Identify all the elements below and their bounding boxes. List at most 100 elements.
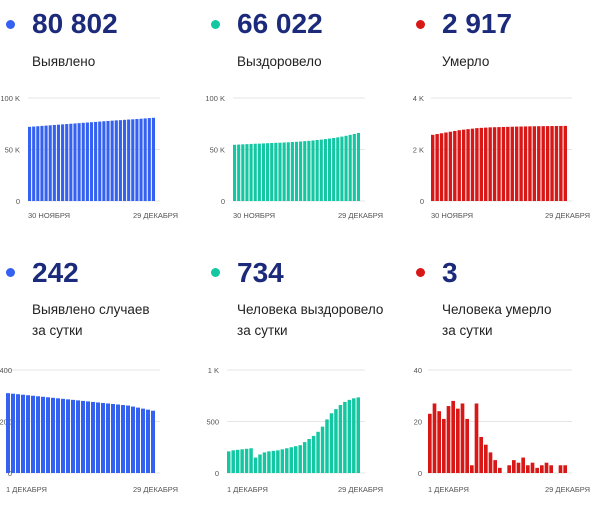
bar [507,465,511,473]
y-tick-label: 0 [8,469,12,478]
total-value: 66 022 [237,8,323,39]
bar [484,127,488,201]
y-tick-label: 20 [414,418,422,427]
bar [48,125,52,201]
chart-total-recovered: 0 50 K 100 K 30 НОЯБРЯ 29 ДЕКАБРЯ [205,94,383,220]
bar [71,399,75,473]
bar [96,402,100,473]
bar [334,409,338,473]
bar [101,402,105,473]
bar [102,121,106,201]
bar [81,122,85,201]
bar [131,406,135,473]
bar [285,448,289,473]
bar [307,439,311,473]
y-tick-label: 1 K [208,366,219,375]
y-tick-label: 40 [414,366,422,375]
bar [21,394,25,473]
bar [340,136,344,201]
bar [352,398,356,473]
bar [106,403,110,473]
bar [151,410,155,473]
bar [267,451,271,473]
bar [253,143,257,201]
y-tick-label: 500 [206,418,219,427]
bar [303,141,307,201]
daily-label-line-1: Выявлено случаев [32,302,150,317]
bar [437,411,441,473]
bar [492,127,497,201]
y-tick-label: 50 K [210,146,225,155]
chart-total-deaths: 0 2 K 4 K 30 НОЯБРЯ 29 ДЕКАБРЯ [413,94,590,220]
x-start-label: 30 НОЯБРЯ [233,211,275,220]
chart-daily-recovered: 0 500 1 K 1 ДЕКАБРЯ 29 ДЕКАБРЯ [206,366,383,494]
bar [474,403,479,473]
bar [91,401,95,473]
bar [558,465,563,473]
series-dot [6,268,15,277]
x-start-label: 1 ДЕКАБРЯ [428,485,469,494]
bar [563,465,567,473]
bar [66,399,70,473]
bar [428,413,432,473]
bar [44,125,48,201]
bar [146,409,150,473]
bar [456,408,460,473]
bar [302,442,307,473]
y-tick-label: 2 K [413,146,424,155]
x-end-label: 29 ДЕКАБРЯ [338,485,383,494]
bar [451,400,455,473]
bar [532,126,537,201]
bar [461,129,466,201]
bar [56,398,60,473]
bar [545,126,550,201]
bar [453,130,457,201]
bar [488,452,493,473]
daily-label-line-2: за сутки [237,323,288,338]
bar [514,126,519,201]
bar [479,127,484,201]
bar [141,408,145,473]
y-tick-label: 0 [420,197,424,206]
series-dot [416,20,425,29]
bar [356,132,360,201]
bar [563,125,567,201]
bar [76,400,80,473]
bar [510,126,514,201]
bar [457,130,461,201]
y-tick-label: 0 [215,469,219,478]
bar [245,144,249,201]
total-value: 2 917 [442,8,513,39]
x-start-label: 30 НОЯБРЯ [431,211,473,220]
bar [528,126,532,201]
chart-daily-deaths: 0 20 40 1 ДЕКАБРЯ 29 ДЕКАБРЯ [414,366,590,494]
bar [316,431,320,473]
bar [446,406,451,473]
bar [498,467,502,473]
bar [290,141,294,201]
chart-total-detected: 0 50 K 100 K 30 НОЯБРЯ 29 ДЕКАБРЯ [0,94,178,220]
bar [227,451,231,473]
bar [126,405,130,473]
bar [151,117,155,201]
daily-label-line-2: за сутки [442,323,493,338]
bar [31,395,35,473]
bar [286,142,290,201]
bar [526,465,530,473]
bar [249,448,253,473]
bar [347,399,352,473]
series-dot [416,268,425,277]
bar [535,467,539,473]
bar [122,119,127,201]
bar [289,447,293,473]
bar [432,403,437,473]
bar [98,121,102,201]
bar [344,135,348,201]
x-end-label: 29 ДЕКАБРЯ [133,485,178,494]
bar [86,401,90,473]
bar [484,444,488,473]
bar [65,124,69,201]
x-start-label: 30 НОЯБРЯ [28,211,70,220]
y-tick-label: 400 [0,366,12,375]
bar [544,462,549,473]
